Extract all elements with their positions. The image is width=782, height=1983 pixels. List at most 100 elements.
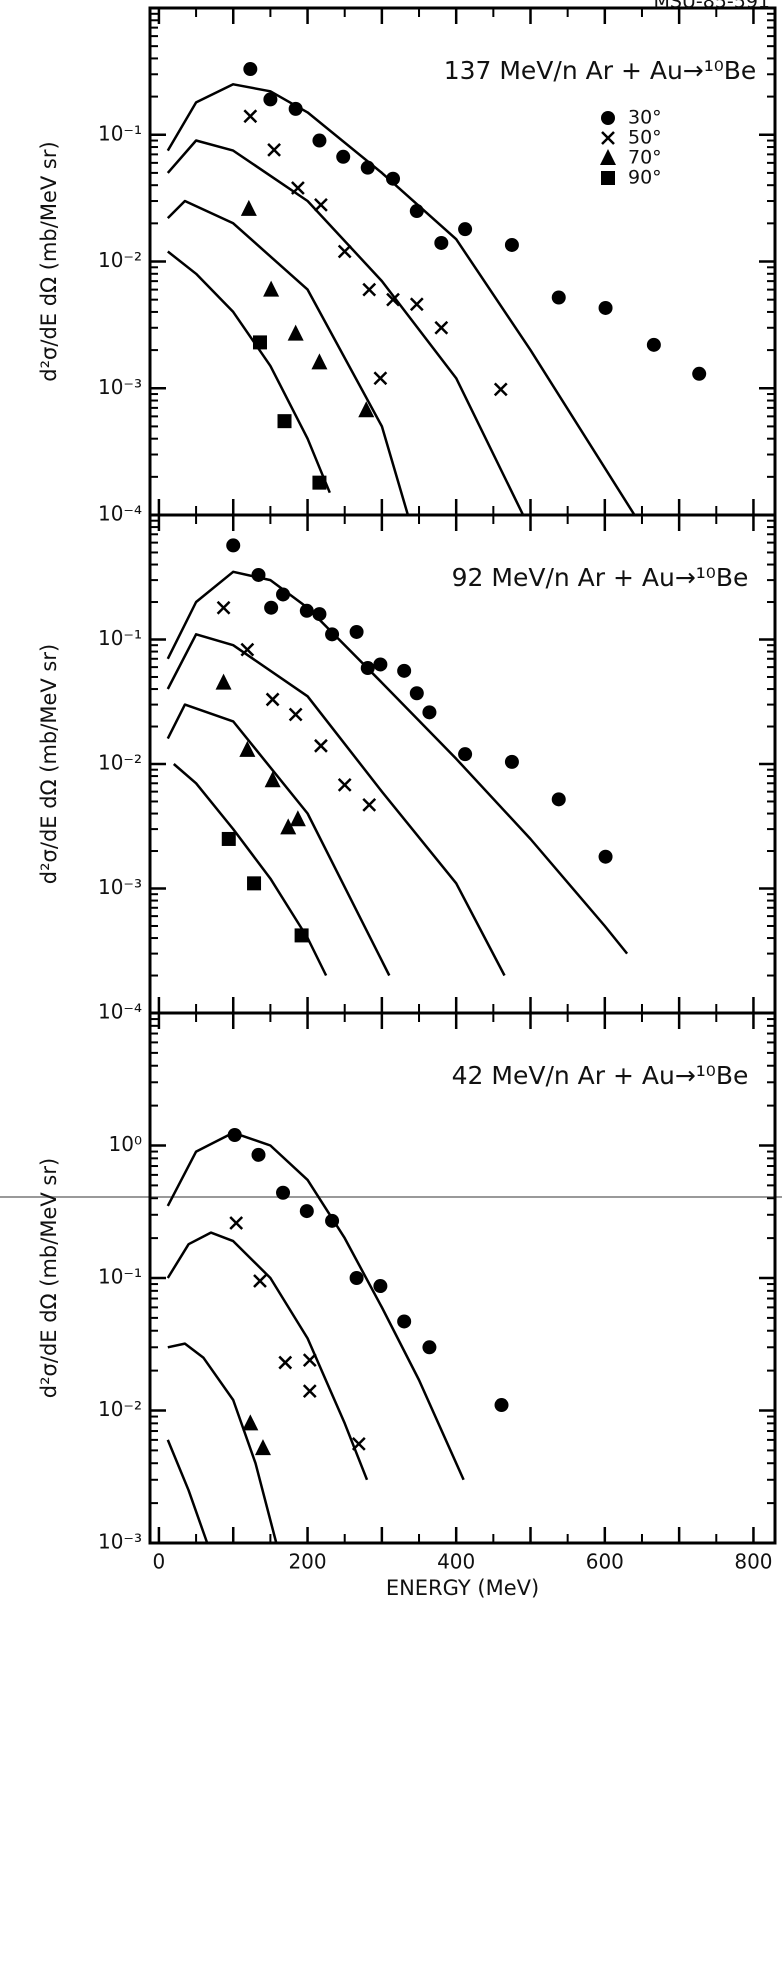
marker-x [267,142,281,157]
legend-label: 90° [628,167,662,189]
marker-square [247,876,262,891]
marker-x [265,692,280,707]
marker-circle [227,1128,242,1143]
model-curve [166,139,525,516]
y-tick-label: 10⁻⁴ [98,502,142,526]
marker-circle [312,133,327,148]
x-tick-label: 0 [153,1550,166,1574]
marker-x [278,1355,293,1370]
marker-circle [251,567,266,582]
marker-x [243,109,258,124]
marker-circle [276,1185,291,1200]
marker-circle [646,337,661,352]
x-tick-label: 400 [437,1550,475,1574]
model-curve [167,250,331,494]
marker-circle [243,62,258,77]
x-tick-label: 800 [734,1550,772,1574]
legend-marker [601,171,615,185]
marker-triangle [358,401,375,418]
y-tick-label: 10⁰ [109,1132,142,1156]
marker-triangle [311,353,328,370]
marker-circle [494,1398,509,1413]
marker-x [386,292,400,307]
marker-triangle [254,1439,271,1456]
y-axis-label: d²σ/dE dΩ (mb/MeV sr) [37,1158,61,1398]
marker-circle [264,600,279,615]
marker-circle [458,747,473,762]
marker-x [362,797,377,812]
marker-circle [422,1340,437,1355]
marker-x [253,1274,267,1288]
marker-x [362,282,377,297]
y-tick-label: 10⁻³ [98,375,142,399]
marker-x [409,297,424,312]
legend-label: 50° [628,127,662,149]
model-curve [166,1439,209,1544]
marker-circle [397,1314,412,1329]
marker-x [373,371,388,386]
legend-marker [600,149,616,165]
y-tick-label: 10⁻¹ [98,1265,142,1289]
marker-circle [349,624,364,639]
legend-label: 30° [628,107,662,129]
marker-circle [373,1279,388,1294]
marker-circle [325,627,340,642]
marker-triangle [280,818,297,835]
y-tick-label: 10⁻⁴ [98,1000,142,1024]
marker-circle [386,171,401,186]
marker-circle [349,1271,364,1285]
marker-triangle [289,810,306,827]
marker-square [221,831,236,846]
chart-title: 42 MeV/n Ar + Au→¹⁰Be [452,1061,749,1090]
marker-circle [251,1147,266,1162]
y-tick-label: 10⁻¹ [98,626,142,650]
model-curve [166,570,629,955]
x-tick-label: 600 [586,1550,624,1574]
marker-x [302,1384,317,1399]
marker-circle [299,603,314,618]
marker-circle [551,792,566,807]
marker-triangle [287,324,304,341]
marker-circle [226,538,241,553]
marker-circle [263,92,278,107]
marker-x [314,197,328,212]
marker-x [434,320,449,335]
marker-circle [397,663,412,678]
y-tick-label: 10⁻³ [98,875,142,899]
marker-x [493,382,508,397]
marker-x [229,1216,244,1230]
marker-x [288,707,303,722]
marker-circle [409,204,424,219]
marker-triangle [239,740,256,757]
marker-x [302,1353,317,1368]
marker-x [337,777,352,792]
marker-circle [409,686,424,701]
marker-circle [288,101,303,116]
marker-triangle [242,1414,259,1431]
y-axis-label: d²σ/dE dΩ (mb/MeV sr) [37,141,61,381]
model-curve [172,763,328,977]
y-tick-label: 10⁻¹ [98,121,142,145]
y-tick-label: 10⁻³ [98,1530,142,1554]
model-curve [166,1231,369,1481]
y-axis-label: d²σ/dE dΩ (mb/MeV sr) [37,644,61,884]
legend-marker [601,131,615,145]
marker-circle [336,149,351,164]
marker-x [337,244,352,259]
chart-title: 137 MeV/n Ar + Au→¹⁰Be [444,56,757,85]
marker-circle [598,300,613,315]
model-curve [166,83,636,516]
marker-circle [458,222,473,237]
marker-x [216,600,231,615]
chart-title: 92 MeV/n Ar + Au→¹⁰Be [452,563,749,592]
y-tick-label: 10⁻² [98,1397,142,1421]
marker-circle [373,657,388,672]
marker-square [277,414,292,429]
marker-triangle [263,280,280,297]
y-tick-label: 10⁻² [98,751,142,775]
marker-circle [434,235,449,250]
marker-triangle [264,771,281,788]
figure-note: MSU-85-591 [653,0,770,13]
